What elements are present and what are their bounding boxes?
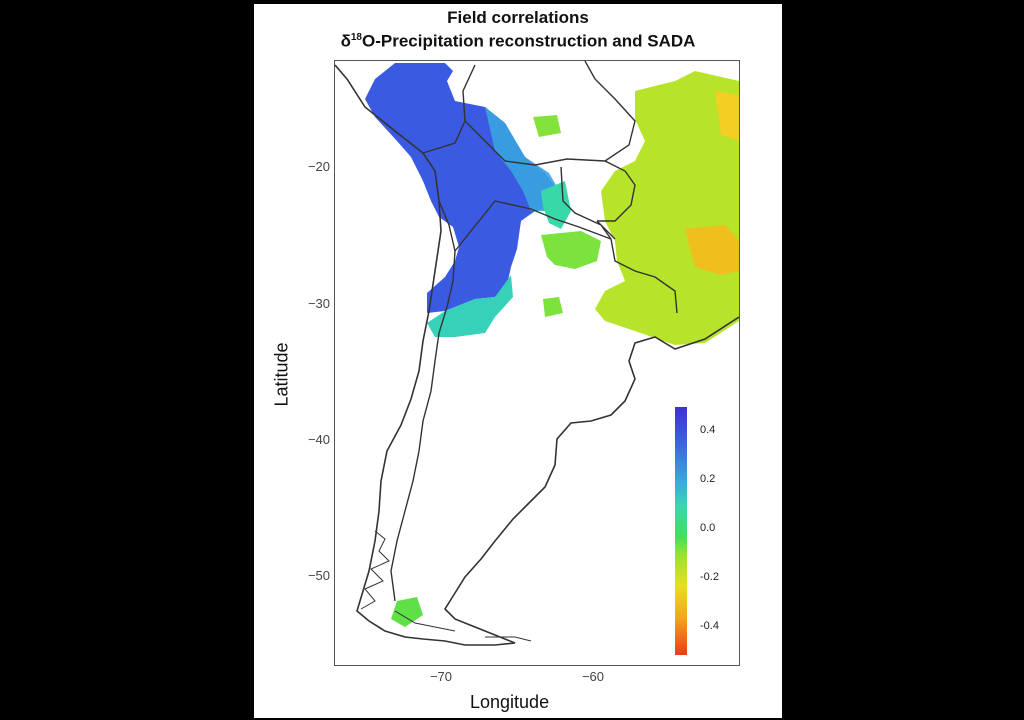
green-patch-cordoba: [543, 297, 563, 317]
colorbar-label: 0.4: [700, 424, 716, 436]
map-figure: Field correlations δ18O-Precipitation re…: [254, 4, 782, 718]
map-title: Field correlations δ18O-Precipitation re…: [254, 8, 782, 52]
coast-fjords: [360, 530, 532, 642]
border-bolivia: [422, 61, 636, 222]
strong-negative-patch-north: [715, 91, 739, 141]
colorbar-label: -0.2: [700, 571, 719, 583]
colorbar-label: -0.4: [700, 620, 719, 632]
map-panel: [334, 60, 740, 666]
y-tick-label: −30: [307, 296, 330, 311]
green-patch-south: [391, 597, 423, 627]
correlation-map: [335, 61, 739, 646]
positive-correlation-region: [365, 63, 557, 313]
x-axis-label: Longitude: [470, 692, 550, 712]
y-axis-label: Latitude: [271, 342, 292, 407]
colorbar: [675, 407, 687, 655]
x-tick-label: −60: [581, 669, 605, 684]
y-tick-label: −50: [307, 568, 330, 583]
negative-correlation-region-northeast: [595, 71, 739, 345]
green-patch-small: [533, 115, 561, 137]
mid-correlation-region: [485, 107, 563, 211]
strong-negative-patch: [685, 225, 739, 275]
coastline-outline: [335, 64, 739, 646]
title-line-2: δ18O-Precipitation reconstruction and SA…: [340, 31, 696, 51]
border-andes: [390, 200, 456, 602]
border-argentina-north: [454, 200, 612, 252]
border-paraguay: [560, 166, 678, 314]
colorbar-label: 0.0: [700, 522, 716, 534]
colorbar-label: 0.2: [700, 473, 716, 485]
title-line-1: Field correlations: [447, 8, 589, 27]
x-tick-label: −70: [429, 669, 453, 684]
y-tick-label: −40: [307, 432, 330, 447]
green-patch-central: [541, 231, 601, 269]
y-tick-label: −20: [307, 159, 330, 174]
teal-correlation-region: [427, 275, 513, 337]
